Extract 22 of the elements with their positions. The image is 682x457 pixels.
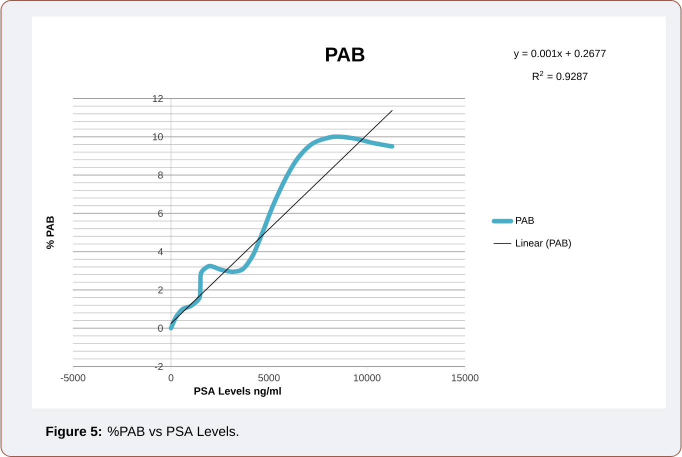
- line-series: [168, 134, 394, 330]
- y-tick-label: 6: [158, 210, 163, 217]
- y-tick-label: 4: [158, 248, 163, 255]
- legend-label: PAB: [516, 216, 534, 224]
- text: Figure 5: %PAB vs PSA Levels.: [46, 426, 238, 439]
- y-tick-label: 12: [152, 94, 163, 102]
- x-tick-label: 0: [168, 374, 174, 382]
- x-tick-label: 5000: [258, 374, 280, 382]
- chart-title: PAB: [326, 47, 364, 62]
- y-tick-label: 8: [158, 171, 163, 178]
- x-tick-label: 10000: [354, 374, 380, 382]
- x-axis-title: PSA Levels ng/ml: [194, 386, 281, 397]
- y-tick-label: 2: [158, 286, 163, 294]
- text: y = 0.001x + 0.2677: [514, 50, 606, 59]
- x-tick-label: -5000: [60, 374, 86, 382]
- y-tick-label: -2: [154, 362, 163, 370]
- y-tick-label: 0: [158, 324, 163, 332]
- x-tick-label: 15000: [452, 374, 478, 382]
- y-axis-title: % PAB: [46, 216, 54, 249]
- y-tick-label: 10: [152, 133, 163, 140]
- legend-label: Linear (PAB): [516, 239, 571, 248]
- text: R$^{2}$ = 0.9287: [532, 70, 588, 80]
